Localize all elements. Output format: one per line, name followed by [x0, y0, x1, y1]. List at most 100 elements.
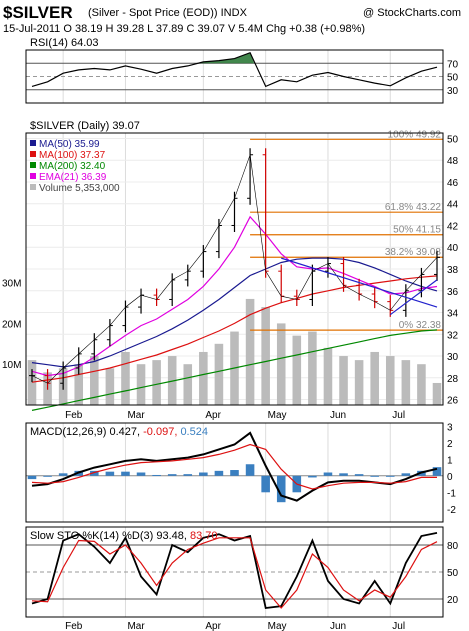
macd-tick-label: 0: [447, 472, 453, 483]
macd-value-label: -0.097,: [143, 426, 180, 438]
stoch-panel-frame: [25, 526, 444, 618]
macd-histogram-bar: [401, 473, 411, 476]
macd-tick-label: 1: [447, 455, 453, 466]
volume-bar: [339, 356, 348, 405]
volume-bar: [308, 331, 317, 405]
legend-swatch: [30, 151, 36, 157]
volume-bar: [183, 364, 193, 405]
volume-bar: [370, 351, 379, 405]
stoch-x-tick-label: May: [268, 621, 287, 631]
macd-histogram-bar: [354, 474, 364, 476]
macd-histogram-bar: [323, 472, 333, 476]
chart-symbol: $SILVER: [3, 3, 73, 22]
stoch-x-tick-label: Jul: [392, 621, 405, 631]
legend-swatch: [30, 184, 36, 190]
stoch-title: Slow STO %K(14) %D(3) 93.48, 83.70: [30, 530, 218, 542]
volume-bar: [136, 364, 146, 405]
volume-bar: [121, 351, 130, 405]
macd-histogram-bar: [167, 474, 177, 476]
price-tick-label: 42: [447, 221, 459, 232]
rsi-tick-label: 70: [447, 59, 459, 70]
volume-bar: [292, 335, 302, 405]
volume-bar: [245, 298, 255, 405]
ema21-line: [31, 215, 438, 377]
legend-entry: MA(200) 32.40: [39, 161, 106, 172]
macd-tick-label: -1: [447, 488, 456, 499]
macd-histogram-bar: [308, 475, 317, 478]
macd-tick-label: 3: [447, 422, 453, 433]
price-tick-label: 36: [447, 287, 459, 298]
volume-bar: [276, 323, 286, 405]
macd-histogram-bar: [214, 470, 224, 476]
macd-histogram-bar: [43, 475, 52, 477]
macd-histogram-bar: [385, 475, 395, 477]
price-tick-label: 40: [447, 243, 459, 254]
chart-description: (Silver - Spot Price (EOD)) INDX: [88, 7, 247, 19]
price-tick-label: 50: [447, 134, 459, 145]
volume-tick-label: 30M: [2, 279, 21, 290]
ma50-line: [31, 257, 438, 368]
stoch-value-label: 93.48,: [156, 530, 190, 542]
fib-level-label: 0% 32.38: [399, 320, 442, 331]
trendline-lower: [389, 279, 438, 316]
chart-credit: @ StockCharts.com: [363, 7, 461, 19]
macd-histogram-bar: [199, 472, 208, 476]
macd-histogram-bar: [370, 475, 379, 477]
stoch-k-line: [31, 532, 438, 609]
volume-bar: [152, 360, 161, 405]
price-tick-label: 30: [447, 352, 459, 363]
volume-bar: [105, 368, 115, 405]
legend-entry: MA(100) 37.37: [39, 150, 106, 161]
rsi-tick-label: 30: [447, 86, 459, 97]
rsi-overbought-fill: [199, 52, 255, 64]
quote-line: 15-Jul-2011 O 38.19 H 39.28 L 37.89 C 39…: [3, 23, 366, 35]
macd-signal-line: [31, 443, 437, 490]
price-tick-label: 48: [447, 156, 459, 167]
volume-tick-label: 20M: [2, 319, 21, 330]
fib-level-label: 38.2% 39.08: [385, 247, 442, 258]
macd-histogram-bar: [58, 473, 68, 476]
price-tick-label: 32: [447, 330, 459, 341]
price-tick-label: 28: [447, 374, 459, 385]
rsi-label: RSI(14) 64.03: [30, 37, 98, 49]
price-tick-label: 38: [447, 265, 459, 276]
macd-histogram-bar: [230, 470, 239, 476]
price-tick-label: 34: [447, 309, 459, 320]
volume-tick-label: 10M: [2, 360, 21, 371]
price-x-tick-label: Jul: [392, 410, 405, 421]
price-x-tick-label: Apr: [205, 410, 221, 421]
price-x-tick-label: Mar: [127, 410, 145, 421]
stoch-tick-label: 20: [447, 595, 459, 606]
stoch-tick-label: 50: [447, 568, 459, 579]
volume-bar: [90, 356, 99, 405]
stoch-x-tick-label: Mar: [127, 621, 145, 631]
volume-bar: [401, 360, 411, 405]
legend-entry: EMA(21) 36.39: [39, 172, 107, 183]
fib-level-label: 100% 49.92: [388, 129, 442, 140]
stoch-d-line: [31, 537, 438, 609]
macd-histogram-bar: [90, 470, 99, 476]
price-tick-label: 26: [447, 396, 459, 407]
volume-bar: [261, 307, 270, 405]
macd-value-label: MACD(12,26,9): [30, 426, 109, 438]
macd-histogram-bar: [121, 471, 130, 476]
macd-histogram-bar: [183, 474, 193, 476]
macd-panel-frame: [25, 422, 444, 523]
volume-bar: [417, 364, 426, 405]
price-x-tick-label: Jun: [330, 410, 346, 421]
macd-histogram-bar: [261, 475, 270, 493]
volume-bar: [214, 343, 224, 405]
macd-histogram-bar: [136, 472, 146, 476]
stoch-tick-label: 80: [447, 541, 459, 552]
price-x-tick-label: Feb: [65, 410, 83, 421]
macd-histogram-bar: [105, 471, 115, 476]
fib-level-label: 61.8% 43.22: [385, 202, 442, 213]
rsi-tick-label: 50: [447, 73, 459, 84]
rsi-panel-frame: [25, 49, 444, 104]
volume-bar: [432, 382, 442, 405]
stoch-value-label: Slow STO %K(14) %D(3): [30, 530, 156, 542]
macd-title: MACD(12,26,9) 0.427, -0.097, 0.524: [30, 426, 208, 438]
macd-tick-label: 2: [447, 439, 453, 450]
